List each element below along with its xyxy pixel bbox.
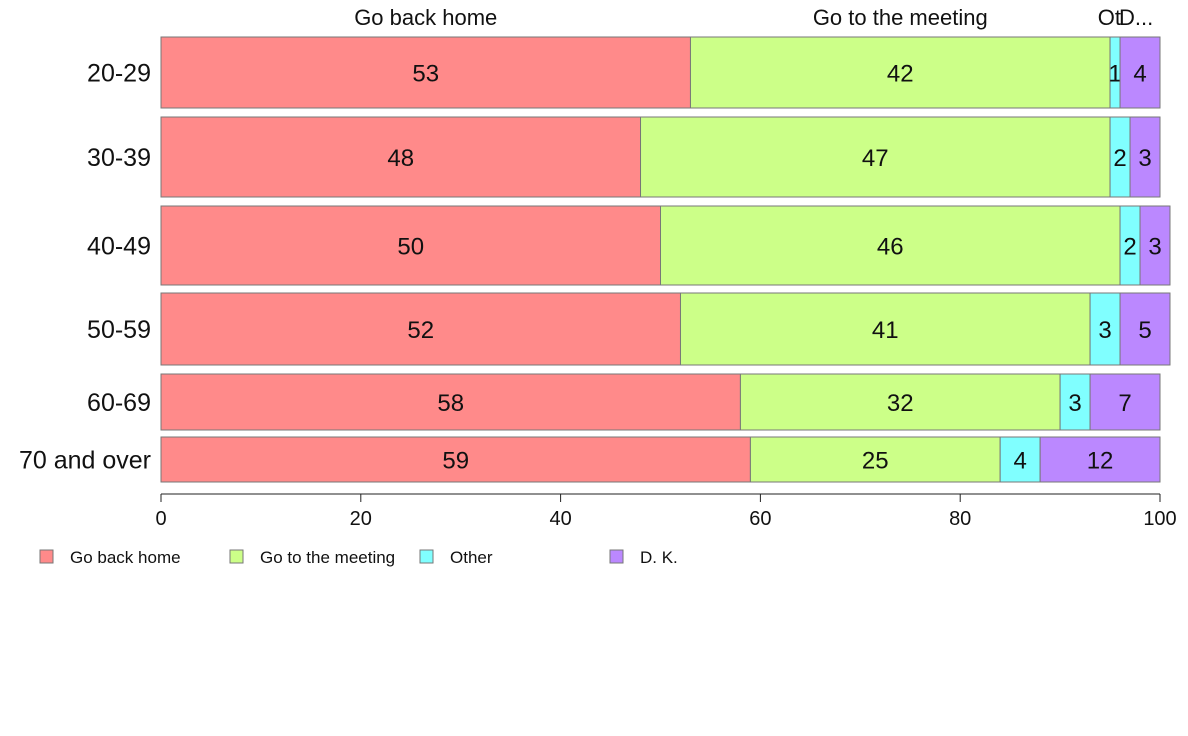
bar-70-and-over-go-back-home <box>160 436 751 483</box>
x-axis: 0 20 40 60 80 100 <box>155 493 1177 530</box>
data-label-50-59-go-to-the-meeting: 41 <box>872 317 899 344</box>
bar-70-and-over-d-k <box>1039 436 1161 483</box>
column-header-other: Ot <box>1098 5 1121 30</box>
bar-20-29-go-to-the-meeting <box>689 36 1111 109</box>
legend-label-other: Other <box>450 548 493 567</box>
legend-swatch-d-k <box>609 549 624 564</box>
category-label-20-29: 20-29 <box>87 60 151 88</box>
x-tick-label-20: 20 <box>350 508 372 530</box>
bar-60-69-d-k <box>1089 373 1161 431</box>
data-label-70-and-over-d-k: 12 <box>1087 448 1114 475</box>
data-label-50-59-go-back-home: 52 <box>407 317 434 344</box>
bar-40-49-go-back-home <box>160 205 661 286</box>
data-label-50-59-d-k: 5 <box>1138 317 1151 344</box>
data-label-20-29-other: 1 <box>1108 61 1121 88</box>
bar-40-49-go-to-the-meeting <box>660 205 1121 286</box>
data-label-40-49-go-to-the-meeting: 46 <box>877 234 904 261</box>
x-tick-label-0: 0 <box>155 508 166 530</box>
data-label-30-39-d-k: 3 <box>1138 145 1151 172</box>
bar-40-49-d-k <box>1139 205 1171 286</box>
bar-30-39-d-k <box>1129 116 1161 198</box>
bar-30-39-go-to-the-meeting <box>640 116 1111 198</box>
category-label-30-39: 30-39 <box>87 144 151 172</box>
legend-label-d-k: D. K. <box>640 548 678 567</box>
bar-60-69-go-to-the-meeting <box>739 373 1061 431</box>
legend-swatch-other <box>419 549 434 564</box>
x-tick-label-60: 60 <box>749 508 771 530</box>
data-label-70-and-over-go-back-home: 59 <box>442 448 469 475</box>
bars: 53 42 1 448 47 2 350 46 2 352 41 3 558 32 3 759 25 4 12 <box>160 36 1171 483</box>
bar-50-59-d-k <box>1119 292 1171 366</box>
x-tick-label-40: 40 <box>549 508 571 530</box>
legend-swatch-go-back-home <box>39 549 54 564</box>
category-label-50-59: 50-59 <box>87 316 151 344</box>
bar-50-59-go-back-home <box>160 292 681 366</box>
data-label-60-69-go-to-the-meeting: 32 <box>887 390 914 417</box>
legend-swatch-go-to-the-meeting <box>229 549 244 564</box>
data-label-30-39-other: 2 <box>1113 145 1126 172</box>
category-label-70-and-over: 70 and over <box>19 447 151 475</box>
column-header-d-k: D... <box>1119 5 1153 30</box>
data-label-20-29-go-back-home: 53 <box>412 61 439 88</box>
data-label-60-69-other: 3 <box>1068 390 1081 417</box>
category-label-60-69: 60-69 <box>87 389 151 417</box>
bar-70-and-over-go-to-the-meeting <box>749 436 1001 483</box>
legend-label-go-to-the-meeting: Go to the meeting <box>260 548 395 567</box>
legend: Go back home Go to the meeting Other D. K. <box>39 548 678 567</box>
data-label-40-49-other: 2 <box>1123 234 1136 261</box>
column-header-go-back-home: Go back home <box>354 5 497 30</box>
data-label-30-39-go-to-the-meeting: 47 <box>862 145 889 172</box>
legend-label-go-back-home: Go back home <box>70 548 181 567</box>
data-label-60-69-go-back-home: 58 <box>437 390 464 417</box>
bar-60-69-go-back-home <box>160 373 741 431</box>
category-label-40-49: 40-49 <box>87 233 151 261</box>
x-tick-label-100: 100 <box>1143 508 1176 530</box>
data-label-70-and-over-go-to-the-meeting: 25 <box>862 448 889 475</box>
category-labels: 20-29 30-39 40-49 50-59 60-69 70 and over <box>19 60 151 475</box>
data-label-70-and-over-other: 4 <box>1013 448 1026 475</box>
x-tick-label-80: 80 <box>949 508 971 530</box>
column-header-go-to-the-meeting: Go to the meeting <box>813 5 988 30</box>
bar-50-59-other <box>1089 292 1121 366</box>
data-label-40-49-go-back-home: 50 <box>397 234 424 261</box>
data-label-60-69-d-k: 7 <box>1118 390 1131 417</box>
bar-70-and-over-other <box>999 436 1041 483</box>
column-headers: Go back home Go to the meeting OtD... <box>354 5 1153 30</box>
data-label-20-29-d-k: 4 <box>1133 61 1146 88</box>
data-label-40-49-d-k: 3 <box>1148 234 1161 261</box>
data-label-30-39-go-back-home: 48 <box>387 145 414 172</box>
bar-20-29-d-k <box>1119 36 1161 109</box>
bar-30-39-go-back-home <box>160 116 642 198</box>
data-label-50-59-other: 3 <box>1098 317 1111 344</box>
data-label-20-29-go-to-the-meeting: 42 <box>887 61 914 88</box>
bar-20-29-go-back-home <box>160 36 691 109</box>
